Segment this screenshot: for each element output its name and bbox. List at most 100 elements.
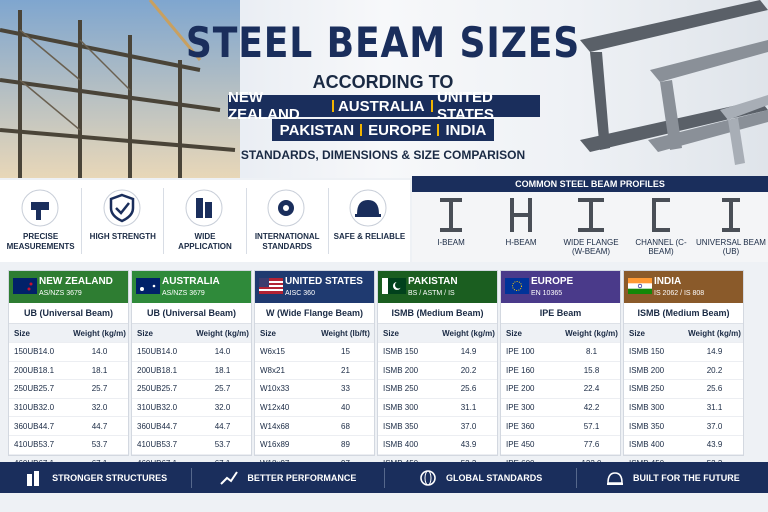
size-cell: ISMB 150 xyxy=(629,347,665,357)
weight-cell: 25.7 xyxy=(91,384,108,394)
weight-cell: 21 xyxy=(341,365,350,375)
flag xyxy=(259,278,283,294)
weight-cell: 33 xyxy=(341,384,350,394)
column-header: Size xyxy=(137,328,154,338)
footer-item: GLOBAL STANDARDS xyxy=(385,467,577,488)
table-header: INDIA IS 2062 / IS 808 xyxy=(624,271,743,303)
size-cell: ISMB 250 xyxy=(383,384,419,394)
standard: BS / ASTM / IS xyxy=(408,290,455,297)
weight-cell: 43.9 xyxy=(460,440,477,450)
weight-cell: 68 xyxy=(341,421,350,431)
beam-type: W (Wide Flange Beam) xyxy=(255,303,374,324)
table-row: ISMB 350 37.0 xyxy=(624,417,743,436)
table-header: UNITED STATES AISC 360 xyxy=(255,271,374,303)
profile-shape xyxy=(722,198,740,232)
table-row: 250UB25.7 25.7 xyxy=(9,380,128,399)
column-headers: Size Weight (kg/m) xyxy=(624,324,743,343)
weight-cell: 14.9 xyxy=(706,347,723,357)
size-cell: ISMB 400 xyxy=(629,440,665,450)
table-row: ISMB 400 43.9 xyxy=(624,436,743,455)
profile-label: H-BEAM xyxy=(505,238,537,247)
table-header: PAKISTAN BS / ASTM / IS xyxy=(378,271,497,303)
table-row: W14x68 68 xyxy=(255,417,374,436)
subtitle: ACCORDING TO xyxy=(312,72,454,92)
table-row: ISMB 150 14.9 xyxy=(624,343,743,362)
weight-cell: 53.7 xyxy=(91,440,108,450)
table-row: 410UB53.7 53.7 xyxy=(132,436,251,455)
profile-label: WIDE FLANGE (W-BEAM) xyxy=(563,238,619,256)
profile-item: UNIVERSAL BEAM (UB) xyxy=(696,196,766,256)
region-name: INDIA xyxy=(445,121,487,139)
feature-icon xyxy=(349,189,387,227)
size-cell: W6x15 xyxy=(260,347,285,357)
size-cell: 360UB44.7 xyxy=(14,421,55,431)
column-headers: Size Weight (kg/m) xyxy=(501,324,620,343)
flag xyxy=(628,278,652,294)
table-row: W8x21 21 xyxy=(255,362,374,381)
country-name: NEW ZEALAND xyxy=(39,276,113,287)
column-header: Size xyxy=(629,328,646,338)
footer-icon xyxy=(27,470,40,486)
header: STEEL BEAM SIZES ACCORDING TO NEW ZEALAN… xyxy=(0,0,768,178)
size-cell: ISMB 350 xyxy=(383,421,419,431)
size-cell: ISMB 250 xyxy=(629,384,665,394)
size-cell: 410UB53.7 xyxy=(137,440,178,450)
country-table: AUSTRALIA AS/NZS 3679 UB (Universal Beam) S… xyxy=(131,270,252,474)
feature-card: WIDE APPLICATION xyxy=(164,188,247,254)
table-row: 150UB14.0 14.0 xyxy=(9,343,128,362)
size-cell: 200UB18.1 xyxy=(137,365,178,375)
separator xyxy=(360,124,363,136)
table-row: W6x15 15 xyxy=(255,343,374,362)
country-table: UNITED STATES AISC 360 W (Wide Flange Beam… xyxy=(254,270,375,474)
size-cell: W12x40 xyxy=(260,403,290,413)
feature-label: INTERNATIONAL STANDARDS xyxy=(254,232,320,251)
weight-cell: 77.6 xyxy=(583,440,600,450)
size-cell: ISMB 300 xyxy=(383,403,419,413)
weight-cell: 37.0 xyxy=(706,421,723,431)
regions-bar: NEW ZEALAND AUSTRALIA UNITED STATES xyxy=(228,89,540,123)
weight-cell: 53.7 xyxy=(214,440,231,450)
size-cell: IPE 360 xyxy=(506,421,535,431)
table-header: EUROPE EN 10365 xyxy=(501,271,620,303)
column-headers: Size Weight (kg/m) xyxy=(9,324,128,343)
size-cell: 150UB14.0 xyxy=(14,347,55,357)
feature-label: SAFE & RELIABLE xyxy=(333,232,406,241)
weight-cell: 18.1 xyxy=(91,365,108,375)
table-row: 250UB25.7 25.7 xyxy=(132,380,251,399)
size-cell: IPE 450 xyxy=(506,440,535,450)
size-cell: W8x21 xyxy=(260,365,285,375)
table-header: NEW ZEALAND AS/NZS 3679 xyxy=(9,271,128,303)
size-cell: 150UB14.0 xyxy=(137,347,178,357)
table-row: 310UB32.0 32.0 xyxy=(132,399,251,418)
column-header: Weight (kg/m) xyxy=(565,328,618,338)
feature-label: PRECISE MEASUREMENTS xyxy=(6,232,75,251)
standard: AS/NZS 3679 xyxy=(39,290,82,297)
weight-cell: 43.9 xyxy=(706,440,723,450)
profile-label: UNIVERSAL BEAM (UB) xyxy=(696,238,766,256)
feature-card: PRECISE MEASUREMENTS xyxy=(0,188,83,254)
weight-cell: 25.6 xyxy=(706,384,723,394)
regions-bar: PAKISTAN EUROPE INDIA xyxy=(272,119,494,141)
table-row: IPE 450 77.6 xyxy=(501,436,620,455)
footer-label: BUILT FOR THE FUTURE xyxy=(632,472,740,483)
weight-cell: 20.2 xyxy=(706,365,723,375)
size-cell: 310UB32.0 xyxy=(137,403,178,413)
table-row: IPE 300 42.2 xyxy=(501,399,620,418)
flag xyxy=(136,278,160,294)
size-cell: IPE 100 xyxy=(506,347,535,357)
table-header: AUSTRALIA AS/NZS 3679 xyxy=(132,271,251,303)
size-cell: IPE 300 xyxy=(506,403,535,413)
steel-beams-illustration xyxy=(580,0,768,165)
profile-item: WIDE FLANGE (W-BEAM) xyxy=(556,196,626,256)
size-cell: 410UB53.7 xyxy=(14,440,55,450)
title: STEEL BEAM SIZES xyxy=(185,18,581,67)
weight-cell: 40 xyxy=(341,403,350,413)
size-cell: ISMB 400 xyxy=(383,440,419,450)
weight-cell: 22.4 xyxy=(583,384,600,394)
profile-shape xyxy=(578,198,604,232)
table-row: W12x40 40 xyxy=(255,399,374,418)
footer-label: BETTER PERFORMANCE xyxy=(247,472,357,483)
footer-icon xyxy=(420,469,436,486)
country-table: EUROPE EN 10365 IPE Beam Size Weight (kg/m) I… xyxy=(500,270,621,474)
column-header: Weight (lb/ft) xyxy=(321,328,370,338)
